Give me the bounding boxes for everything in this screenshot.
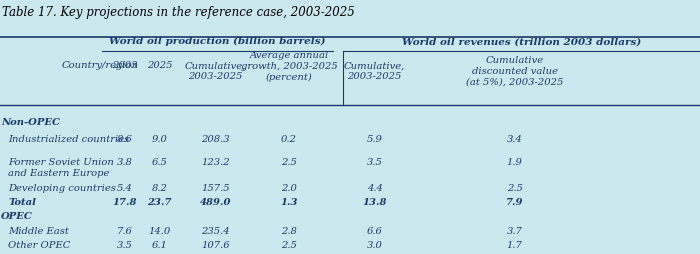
Text: OPEC: OPEC [1,212,34,221]
Text: 1.7: 1.7 [507,241,522,250]
Text: World oil production (billion barrels): World oil production (billion barrels) [108,37,326,46]
Text: 8.6: 8.6 [117,135,132,144]
Text: 7.6: 7.6 [117,227,132,236]
Text: 3.5: 3.5 [367,158,382,167]
Text: 157.5: 157.5 [202,184,230,193]
Text: 3.0: 3.0 [367,241,382,250]
Text: 2.5: 2.5 [281,241,297,250]
Text: 2.5: 2.5 [507,184,522,193]
Text: Cumulative,
2003-2025: Cumulative, 2003-2025 [344,61,405,81]
Text: Non-OPEC: Non-OPEC [1,118,60,127]
Text: 2.8: 2.8 [281,227,297,236]
Text: 14.0: 14.0 [148,227,171,236]
Text: 3.8: 3.8 [117,158,132,167]
Text: 2.0: 2.0 [281,184,297,193]
Text: 8.2: 8.2 [152,184,167,193]
Text: World oil revenues (trillion 2003 dollars): World oil revenues (trillion 2003 dollar… [402,37,641,46]
Text: Developing countries: Developing countries [8,184,116,193]
Text: Middle East: Middle East [8,227,69,236]
Text: Former Soviet Union
and Eastern Europe: Former Soviet Union and Eastern Europe [8,158,114,178]
Text: 0.2: 0.2 [281,135,297,144]
Text: 235.4: 235.4 [202,227,230,236]
Text: Table 17. Key projections in the reference case, 2003-2025: Table 17. Key projections in the referen… [2,6,355,19]
Text: Country/region: Country/region [62,61,139,70]
Text: 1.9: 1.9 [507,158,522,167]
Text: 1.3: 1.3 [280,198,298,207]
Text: Cumulative
discounted value
(at 5%), 2003-2025: Cumulative discounted value (at 5%), 200… [466,56,564,87]
Text: 2025: 2025 [147,61,172,70]
Text: 6.5: 6.5 [152,158,167,167]
Text: 5.9: 5.9 [367,135,382,144]
Text: 3.7: 3.7 [507,227,522,236]
Text: 7.9: 7.9 [505,198,524,207]
Text: 9.0: 9.0 [152,135,167,144]
Text: 6.6: 6.6 [367,227,382,236]
Text: Cumulative,
2003-2025: Cumulative, 2003-2025 [185,61,246,81]
Text: 107.6: 107.6 [202,241,230,250]
Text: Other OPEC: Other OPEC [8,241,71,250]
Text: Average annual
growth, 2003-2025
(percent): Average annual growth, 2003-2025 (percen… [241,51,337,82]
Text: 3.5: 3.5 [117,241,132,250]
Text: 4.4: 4.4 [367,184,382,193]
Text: 2003: 2003 [112,61,137,70]
Text: 2.5: 2.5 [281,158,297,167]
Text: 13.8: 13.8 [363,198,386,207]
Text: 3.4: 3.4 [507,135,522,144]
Text: 6.1: 6.1 [152,241,167,250]
Text: 208.3: 208.3 [202,135,230,144]
Text: 123.2: 123.2 [202,158,230,167]
Text: 5.4: 5.4 [117,184,132,193]
Text: Industrialized countries: Industrialized countries [8,135,130,144]
Text: 489.0: 489.0 [200,198,231,207]
Text: 23.7: 23.7 [147,198,172,207]
Text: Total: Total [8,198,36,207]
Text: 17.8: 17.8 [112,198,136,207]
